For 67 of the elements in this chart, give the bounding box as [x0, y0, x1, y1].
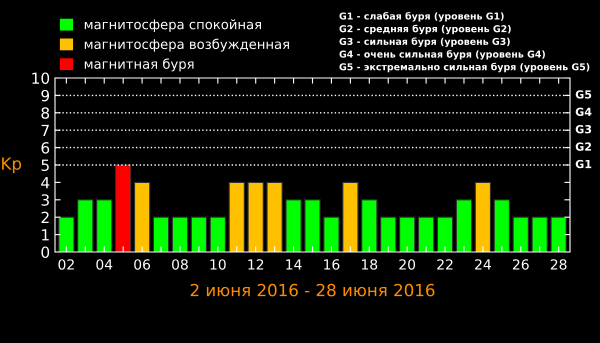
text: G3 - сильная буря (уровень G3)	[339, 37, 510, 47]
x-tick-label: 24	[475, 259, 491, 270]
ref-line-label: G1	[576, 160, 592, 168]
y-tick-label: 5	[42, 160, 49, 172]
text: G1 - слабая буря (уровень G1)	[339, 12, 504, 22]
bar	[532, 216, 548, 252]
y-tick-label: 0	[41, 246, 50, 258]
bar	[190, 216, 208, 252]
x-tick-label: 22	[437, 259, 452, 270]
x-tick-label: 20	[399, 259, 416, 270]
ref-line-label: G5	[576, 90, 592, 99]
x-tick-label: 28	[550, 259, 567, 270]
x-tick-label: 08	[172, 259, 188, 270]
text: G4 - очень сильная буря (уровень G4)	[339, 50, 545, 60]
bar	[58, 216, 74, 252]
x-tick-label: 12	[248, 259, 264, 270]
y-tick-label: 6	[41, 142, 50, 154]
bar	[266, 182, 283, 252]
legend-label: магнитная буря	[84, 58, 194, 72]
bar	[361, 199, 378, 252]
x-tick-label: 04	[96, 259, 112, 270]
text: G5 - экстремально сильная буря (уровень G5)	[339, 62, 590, 72]
bar	[172, 216, 188, 252]
legend-label: магнитосфера спокойная	[84, 19, 261, 32]
y-tick-label: 1	[42, 229, 49, 240]
bar	[456, 199, 472, 252]
x-tick-label: 06	[134, 259, 150, 270]
bar	[285, 199, 302, 252]
bar	[152, 216, 170, 252]
x-tick-label: 26	[512, 259, 529, 270]
bar	[304, 199, 321, 252]
y-axis-title: Kp	[2, 157, 22, 174]
x-tick-label: 02	[58, 259, 74, 270]
bar	[77, 199, 94, 252]
ref-line-label: G2	[576, 142, 592, 151]
x-tick-label: 16	[324, 259, 340, 270]
ref-line-label: G4	[576, 108, 592, 116]
bar	[134, 182, 150, 252]
bar	[380, 216, 396, 252]
bar	[210, 216, 226, 252]
bar	[436, 216, 454, 252]
x-tick-label: 10	[210, 259, 226, 270]
bar	[228, 182, 245, 252]
bar	[494, 199, 510, 252]
text: G2 - средняя буря (уровень G2)	[339, 24, 511, 34]
y-tick-label: 7	[42, 124, 49, 136]
bar	[115, 164, 132, 252]
y-tick-label: 10	[32, 72, 50, 84]
x-tick-label: 18	[362, 259, 378, 270]
y-tick-label: 8	[41, 107, 50, 119]
ref-line-label: G3	[576, 125, 592, 134]
bar	[550, 216, 567, 252]
bar	[96, 199, 112, 252]
y-tick-label: 2	[42, 212, 49, 224]
bar	[512, 216, 529, 252]
x-tick-label: 14	[286, 259, 302, 270]
bar	[474, 182, 492, 252]
y-tick-label: 4	[41, 177, 50, 188]
y-tick-label: 9	[41, 90, 50, 102]
y-tick-label: 3	[42, 194, 49, 206]
x-axis-title: 2 июня 2016 - 28 июня 2016	[190, 284, 434, 296]
bar	[418, 216, 434, 252]
bar	[323, 216, 340, 252]
legend-label: магнитосфера возбужденная	[84, 38, 289, 52]
bar	[399, 216, 416, 252]
bar	[248, 182, 264, 252]
bar	[342, 182, 358, 252]
